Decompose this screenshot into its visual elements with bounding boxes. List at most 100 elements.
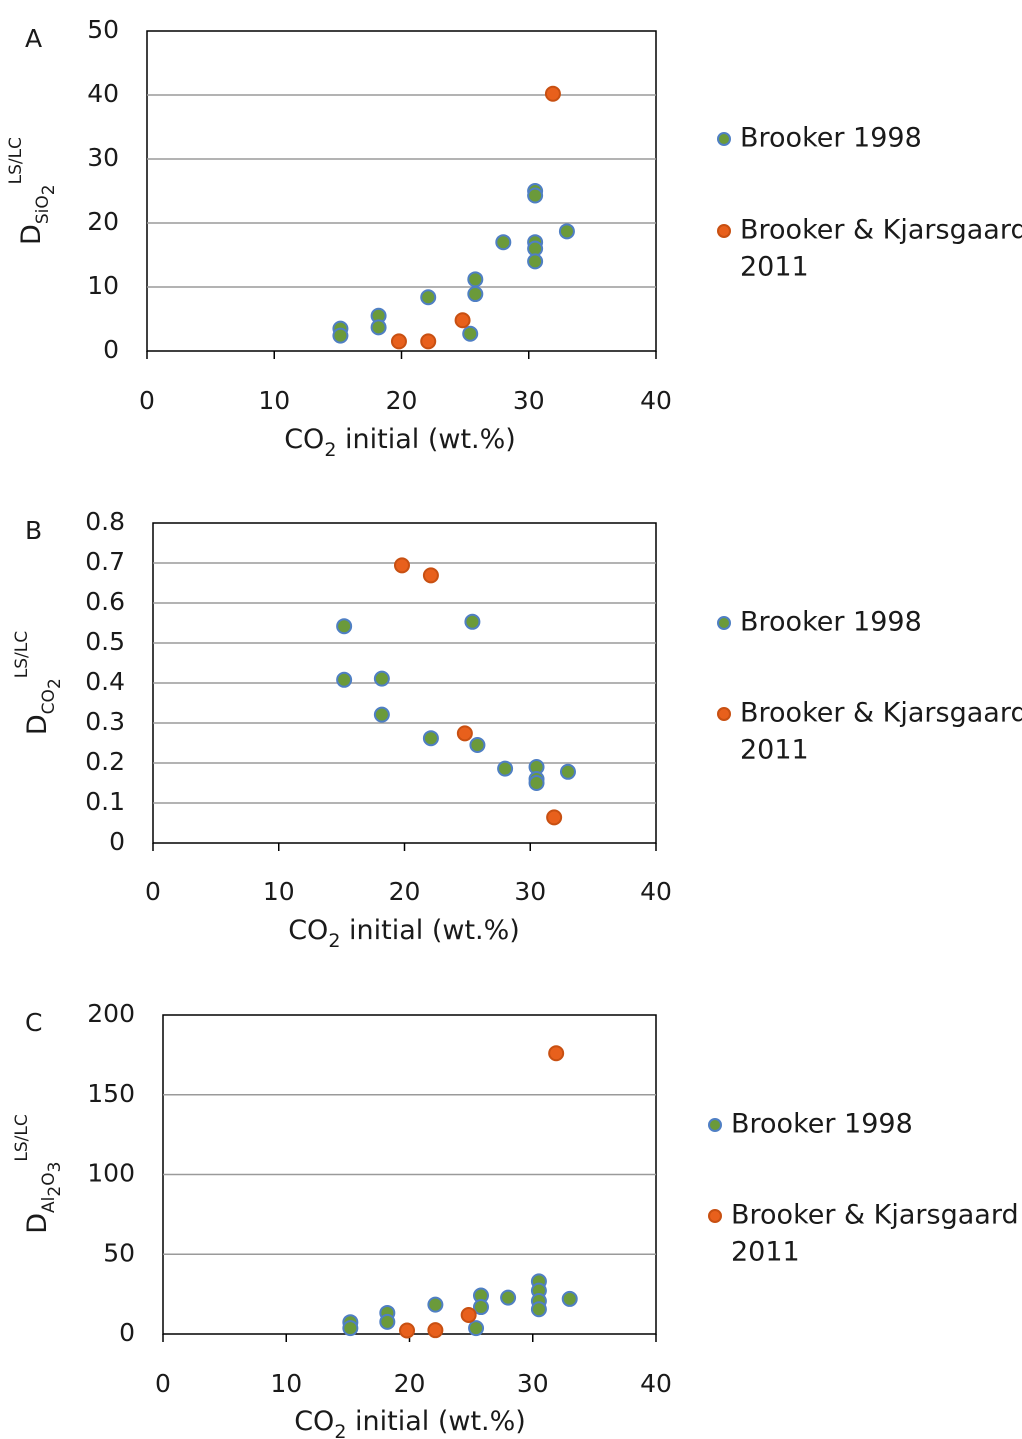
x-axis-label: CO2 initial (wt.%) [284, 424, 516, 461]
series-brooker-1998 [332, 183, 575, 344]
x-tick-label: 10 [270, 1369, 302, 1398]
legend-label: Brooker & Kjarsgaard [731, 1200, 1019, 1231]
data-point [527, 187, 544, 204]
data-point [462, 325, 479, 342]
series-brooker-1998 [336, 613, 576, 791]
x-tick-label: 10 [263, 877, 295, 906]
x-tick-label: 40 [640, 1369, 672, 1398]
y-tick-label: 20 [87, 207, 119, 236]
legend-marker [708, 1118, 722, 1132]
y-tick-label: 0 [103, 335, 119, 364]
data-point [544, 85, 561, 102]
data-point [468, 1320, 485, 1337]
panel-b: B 0 0.1 0.2 0.3 0.4 0.5 0.6 0.7 0.8 0 10 20 30 40 CO2 i… [12, 507, 1022, 952]
y-tick-label: 150 [87, 1079, 135, 1108]
data-point [467, 271, 484, 288]
y-tick-label: 0.2 [85, 747, 125, 776]
y-tick-label: 0 [119, 1318, 135, 1347]
y-tick-label: 0.6 [85, 587, 125, 616]
data-point [336, 671, 353, 688]
legend: Brooker 1998 Brooker & Kjarsgaard 2011 [717, 607, 1022, 766]
data-point [422, 730, 439, 747]
y-tick-label: 0.4 [85, 667, 125, 696]
y-tick-label: 0.1 [85, 787, 125, 816]
panel-letter: A [25, 24, 42, 53]
legend-marker [717, 224, 731, 238]
x-axis-label: CO2 initial (wt.%) [288, 915, 520, 952]
data-point [497, 760, 514, 777]
data-point [422, 567, 439, 584]
x-tick-label: 40 [640, 386, 672, 415]
data-point [495, 234, 512, 251]
data-point [464, 613, 481, 630]
data-point [467, 286, 484, 303]
data-point [548, 1045, 565, 1062]
x-tick-label: 30 [514, 877, 546, 906]
y-axis-label: DAl2O3LS/LC [12, 1114, 65, 1234]
data-point [420, 333, 437, 350]
legend-label: Brooker & Kjarsgaard [740, 698, 1022, 729]
data-point [546, 809, 563, 826]
data-point [527, 253, 544, 270]
y-tick-label: 0 [109, 827, 125, 856]
data-point [390, 333, 407, 350]
legend-marker [717, 132, 731, 146]
y-tick-label: 200 [87, 999, 135, 1028]
y-tick-label: 0.8 [85, 507, 125, 536]
y-tick-label: 50 [87, 15, 119, 44]
legend-label: Brooker 1998 [740, 123, 922, 154]
data-point [427, 1296, 444, 1313]
data-point [558, 223, 575, 240]
x-tick-label: 20 [386, 386, 418, 415]
series-brooker-kjarsgaard-2011 [399, 1045, 565, 1339]
plot-frame [146, 30, 657, 352]
legend: Brooker 1998 Brooker & Kjarsgaard 2011 [708, 1109, 1019, 1268]
data-point [456, 725, 473, 742]
data-point [469, 737, 486, 753]
y-tick-label: 50 [103, 1238, 135, 1267]
legend-label-line2: 2011 [740, 252, 809, 283]
data-point [454, 312, 471, 329]
y-tick-label: 0.5 [85, 627, 125, 656]
panel-letter: C [25, 1008, 42, 1037]
legend-marker [717, 707, 731, 721]
data-point [332, 327, 349, 344]
y-tick-label: 0.3 [85, 707, 125, 736]
data-point [399, 1322, 416, 1339]
y-tick-label: 0.7 [85, 547, 125, 576]
x-tick-label: 40 [640, 877, 672, 906]
y-tick-label: 100 [87, 1159, 135, 1188]
data-point [561, 1290, 578, 1307]
data-point [559, 763, 576, 780]
x-tick-label: 10 [258, 386, 290, 415]
legend-label: Brooker & Kjarsgaard [740, 215, 1022, 246]
x-tick-label: 0 [155, 1369, 171, 1398]
x-tick-label: 20 [389, 877, 421, 906]
data-point [528, 775, 545, 791]
legend-marker [708, 1209, 722, 1223]
data-point [393, 557, 410, 574]
data-point [379, 1313, 396, 1330]
panel-letter: B [25, 516, 42, 545]
data-point [370, 319, 387, 336]
series-brooker-kjarsgaard-2011 [393, 557, 563, 826]
legend-label-line2: 2011 [740, 735, 809, 766]
data-point [427, 1322, 444, 1339]
y-axis-label: DCO2LS/LC [12, 631, 65, 735]
data-point [500, 1289, 517, 1306]
data-point [420, 289, 437, 306]
y-tick-label: 10 [87, 271, 119, 300]
y-axis-label: DSiO2LS/LC [6, 137, 59, 245]
series-brooker-1998 [342, 1273, 578, 1337]
x-tick-label: 20 [394, 1369, 426, 1398]
y-tick-label: 40 [87, 79, 119, 108]
x-tick-label: 30 [517, 1369, 549, 1398]
x-tick-label: 0 [145, 877, 161, 906]
data-point [472, 1299, 489, 1316]
data-point [342, 1320, 359, 1337]
data-point [460, 1307, 477, 1324]
series-brooker-kjarsgaard-2011 [390, 85, 561, 350]
panel-a: A 0 10 20 30 40 50 0 10 20 30 40 CO2 initial (wt.%) D… [6, 15, 1022, 461]
legend-label: Brooker 1998 [731, 1109, 913, 1140]
data-point [373, 706, 390, 723]
